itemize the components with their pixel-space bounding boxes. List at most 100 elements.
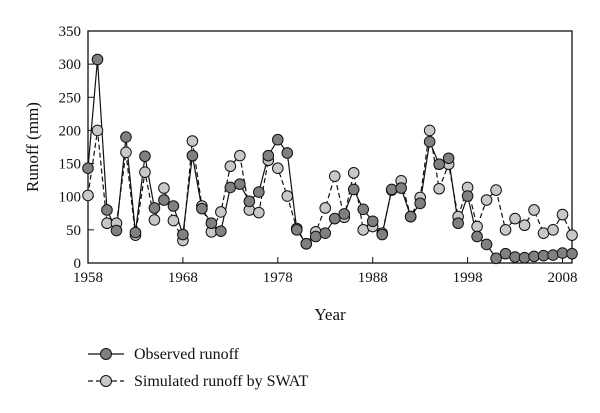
data-point-simulated — [499, 224, 512, 236]
y-axis-ticks: 0 50 100 150 200 250 300 350 — [59, 24, 94, 272]
y-tick-label: 200 — [59, 123, 82, 139]
data-point-simulated — [328, 170, 341, 182]
legend: Observed runoff Simulated runoff by SWAT — [88, 346, 309, 390]
data-point-observed — [300, 237, 313, 250]
data-point-observed — [215, 225, 227, 237]
x-tick-label: 1978 — [263, 270, 293, 286]
legend-label-observed: Observed runoff — [134, 346, 240, 363]
data-point-observed — [509, 251, 521, 263]
data-point-observed — [205, 217, 218, 230]
data-point-observed — [338, 208, 351, 220]
data-point-simulated — [234, 149, 246, 162]
data-point-observed — [120, 131, 132, 143]
y-tick-label: 350 — [59, 24, 82, 40]
data-point-observed — [471, 230, 483, 243]
data-point-simulated — [509, 212, 521, 225]
data-point-observed — [272, 133, 284, 146]
series-points-observed — [82, 53, 578, 265]
data-point-observed — [82, 162, 94, 175]
data-point-observed — [177, 228, 189, 241]
legend-entry-observed: Observed runoff — [88, 346, 240, 363]
plot-frame — [87, 30, 573, 264]
data-point-observed — [243, 195, 256, 208]
data-point-observed — [442, 152, 455, 165]
data-point-observed — [366, 215, 379, 228]
data-point-simulated — [566, 229, 578, 241]
data-point-simulated — [518, 219, 531, 232]
data-point-observed — [547, 249, 559, 261]
data-point-simulated — [167, 214, 180, 227]
x-tick-label: 1988 — [358, 270, 388, 286]
data-point-observed — [281, 147, 294, 159]
data-point-observed — [167, 200, 180, 212]
x-axis-title: Year — [314, 305, 346, 324]
data-point-observed — [480, 238, 493, 251]
data-point-observed — [385, 183, 398, 196]
y-tick-label: 50 — [66, 223, 81, 239]
data-point-observed — [262, 149, 275, 162]
data-point-observed — [518, 251, 531, 264]
x-tick-label: 1998 — [453, 270, 483, 286]
y-tick-label: 100 — [59, 190, 82, 206]
data-point-observed — [452, 217, 464, 230]
legend-entry-simulated: Simulated runoff by SWAT — [88, 373, 309, 390]
data-point-simulated — [528, 204, 540, 216]
x-tick-label: 1958 — [73, 270, 103, 286]
data-point-observed — [404, 210, 417, 223]
data-point-simulated — [224, 160, 237, 173]
data-point-simulated — [423, 124, 436, 137]
x-axis-ticks: 1958 1968 1978 1988 1998 2008 — [73, 257, 578, 286]
data-point-simulated — [547, 224, 559, 236]
data-point-observed — [319, 227, 332, 239]
series-line-simulated — [87, 130, 573, 245]
data-point-observed — [158, 194, 170, 206]
data-point-simulated — [215, 206, 227, 218]
y-tick-label: 300 — [59, 57, 82, 73]
data-point-observed — [196, 202, 208, 215]
data-point-observed — [91, 53, 104, 66]
data-point-simulated — [281, 190, 294, 202]
data-point-simulated — [158, 182, 170, 194]
data-point-simulated — [82, 189, 94, 202]
data-point-observed — [101, 204, 113, 216]
data-point-simulated — [272, 162, 284, 175]
data-point-observed — [528, 250, 540, 263]
data-point-simulated — [480, 194, 493, 206]
data-point-observed — [556, 247, 569, 259]
data-point-observed — [414, 197, 426, 210]
data-point-simulated — [186, 135, 199, 147]
y-axis-title: Runoff (mm) — [23, 102, 42, 192]
data-point-observed — [347, 183, 360, 196]
series-line-observed — [87, 59, 573, 260]
data-point-observed — [129, 226, 142, 239]
data-point-simulated — [556, 208, 569, 221]
data-point-observed — [376, 228, 389, 241]
data-point-observed — [290, 224, 303, 236]
data-point-observed — [433, 158, 445, 171]
data-point-observed — [395, 182, 407, 194]
data-point-simulated — [490, 184, 502, 196]
y-tick-label: 250 — [59, 90, 82, 106]
data-point-simulated — [471, 220, 483, 233]
data-point-observed — [328, 212, 341, 225]
data-point-observed — [148, 202, 161, 214]
data-point-observed — [461, 190, 474, 202]
data-point-observed — [186, 149, 199, 162]
data-point-simulated — [139, 166, 151, 178]
data-point-observed — [234, 178, 246, 190]
data-point-simulated — [253, 206, 265, 219]
legend-marker-simulated — [100, 375, 112, 387]
x-tick-label: 1968 — [168, 270, 198, 286]
data-point-observed — [490, 252, 502, 265]
data-point-simulated — [91, 124, 104, 137]
data-point-observed — [357, 203, 370, 216]
series-layer — [82, 53, 578, 265]
data-point-observed — [253, 186, 265, 198]
data-point-observed — [423, 135, 436, 148]
y-tick-label: 150 — [59, 157, 82, 173]
data-point-observed — [566, 247, 578, 260]
data-point-observed — [110, 224, 123, 237]
legend-marker-observed — [100, 348, 112, 360]
